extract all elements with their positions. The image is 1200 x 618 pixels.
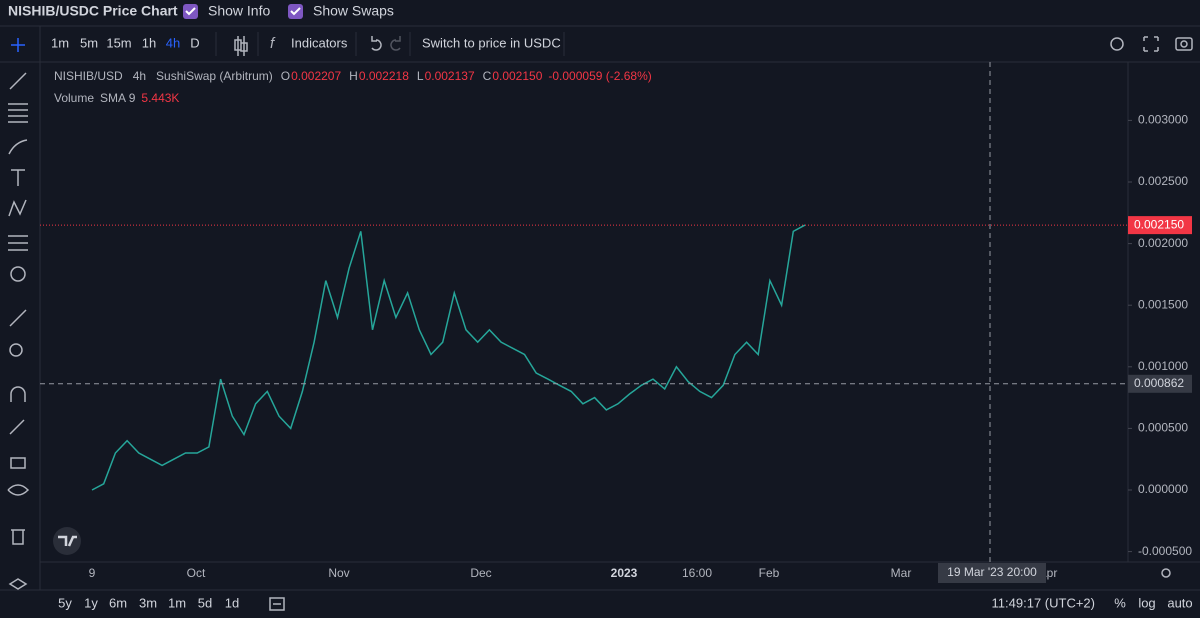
ruler-tool[interactable] — [9, 309, 27, 327]
y-tick-label: 0.003000 — [1138, 113, 1188, 127]
legend-item: NISHIB/USD — [54, 69, 123, 83]
pattern-tool[interactable] — [8, 199, 27, 217]
indicators-button[interactable]: Indicators — [291, 35, 348, 50]
legend-item: SMA 9 — [100, 91, 136, 105]
range-button[interactable]: 3m — [139, 595, 157, 610]
legend-line: NISHIB/USD 4h SushiSwap (Arbitrum) O0.00220… — [54, 69, 652, 83]
crosshair-price-label: 0.000862 — [1134, 376, 1184, 390]
interval-button[interactable]: D — [190, 35, 199, 50]
date-range-icon[interactable] — [269, 597, 285, 611]
clock: 11:49:17 (UTC+2) — [992, 595, 1095, 610]
switch-button[interactable]: Switch to price in USDC — [422, 35, 561, 50]
last-price-box — [1128, 216, 1192, 235]
legend-item: 4h — [133, 69, 146, 83]
fx-icon[interactable]: f — [270, 35, 276, 52]
y-tick-label: 0.000000 — [1138, 482, 1188, 496]
toggle-label[interactable]: Show Info — [208, 3, 270, 19]
check — [185, 7, 196, 16]
legend-item: 0.002207 — [291, 69, 341, 83]
y-tick-label: 0.000500 — [1138, 421, 1188, 435]
settings-icon[interactable] — [1110, 37, 1124, 51]
page-title: NISHIB/USDC Price Chart — [8, 3, 178, 19]
fib-tool[interactable] — [8, 103, 28, 123]
legend-item: 0.002137 — [425, 69, 475, 83]
trend-tool[interactable] — [9, 72, 27, 90]
legend-item: C — [483, 69, 492, 83]
range-button[interactable]: 1d — [225, 595, 239, 610]
lens — [1180, 40, 1188, 48]
left-toolbar — [7, 38, 30, 590]
zoom-tool[interactable] — [9, 343, 23, 357]
price-line — [91, 224, 806, 491]
legend-item: -0.000059 (-2.68%) — [548, 69, 651, 83]
prediction-tool[interactable] — [8, 235, 28, 251]
legend-item: H — [349, 69, 358, 83]
toggle-label[interactable]: Show Swaps — [313, 3, 394, 19]
interval-button[interactable]: 1h — [142, 35, 156, 50]
range-button[interactable]: 6m — [109, 595, 127, 610]
interval-button[interactable]: 15m — [106, 35, 131, 50]
lock-tool[interactable] — [10, 457, 26, 469]
text-tool[interactable] — [11, 169, 25, 186]
y-tick-label: 0.001500 — [1138, 297, 1188, 311]
x-tick-label: Feb — [759, 566, 780, 580]
legend-item: O — [281, 69, 290, 83]
range-button[interactable]: 1m — [168, 595, 186, 610]
legend-item: Volume — [54, 91, 94, 105]
interval-button[interactable]: 5m — [80, 35, 98, 50]
brush-tool[interactable] — [8, 139, 28, 155]
visibility-tool[interactable] — [7, 484, 30, 496]
redo-icon[interactable] — [390, 36, 401, 51]
candle-icon[interactable] — [234, 36, 248, 56]
range-button[interactable]: 5d — [198, 595, 212, 610]
x-tick-label: Mar — [891, 566, 912, 580]
legend-item: L — [417, 69, 424, 83]
magnet-tool[interactable] — [10, 386, 26, 402]
y-tick-label: -0.000500 — [1138, 544, 1192, 558]
x-tick-label: 16:00 — [682, 566, 712, 580]
legend-item: 0.002218 — [359, 69, 409, 83]
range-button[interactable]: 5y — [58, 595, 72, 610]
scale-option[interactable]: auto — [1167, 595, 1192, 610]
x-tick-label: 2023 — [611, 566, 638, 580]
crosshair-price-box — [1128, 374, 1192, 393]
x-tick-label: Nov — [328, 566, 349, 580]
plot-area: 0.003000 0.002500 0.002000 0.001500 0.001000… — [40, 62, 1192, 580]
header-bar — [0, 0, 1200, 25]
y-tick-label: 0.002500 — [1138, 174, 1188, 188]
interval-button[interactable]: 1m — [51, 35, 69, 50]
fullscreen-icon[interactable] — [1143, 36, 1159, 52]
legend-item: SushiSwap (Arbitrum) — [156, 69, 273, 83]
scale-option[interactable]: log — [1138, 595, 1155, 610]
lock-draw-tool[interactable] — [9, 419, 25, 435]
legend-item: 5.443K — [141, 91, 179, 105]
crosshair-time: 19 Mar '23 20:00 — [947, 565, 1037, 579]
last-price-label: 0.002150 — [1134, 217, 1184, 231]
time-label-box — [938, 563, 1046, 583]
x-tick-label: Dec — [470, 566, 491, 580]
delete-tool[interactable] — [11, 529, 25, 545]
check — [290, 7, 301, 16]
icon-tool[interactable] — [10, 266, 26, 282]
undo-icon[interactable] — [371, 36, 382, 51]
y-tick-label: 0.001000 — [1138, 359, 1188, 373]
crosshair-tool[interactable] — [11, 38, 25, 52]
volume-legend: Volume SMA 9 5.443K — [54, 91, 179, 105]
legend-item: 0.002150 — [492, 69, 542, 83]
range-button[interactable]: 1y — [84, 595, 98, 610]
axis-settings[interactable] — [1161, 568, 1171, 578]
x-tick-label: 9 — [89, 566, 96, 580]
logo-mark — [58, 535, 77, 547]
scale-option[interactable]: % — [1114, 595, 1126, 610]
interval-button[interactable]: 4h — [166, 35, 180, 50]
y-tick-label: 0.002000 — [1138, 236, 1188, 250]
screenshot-icon[interactable] — [1175, 37, 1193, 51]
object-tree[interactable] — [8, 578, 28, 590]
x-tick-label: Oct — [187, 566, 206, 580]
